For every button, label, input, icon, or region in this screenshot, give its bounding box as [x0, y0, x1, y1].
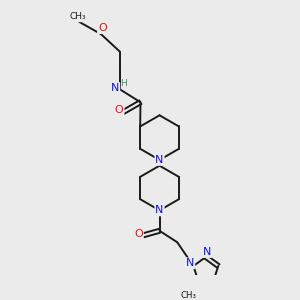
Text: H: H [120, 79, 127, 88]
Text: O: O [134, 229, 143, 238]
Text: N: N [155, 206, 164, 215]
Text: O: O [98, 23, 107, 33]
Text: CH₃: CH₃ [181, 291, 196, 300]
Text: N: N [203, 247, 212, 257]
Text: O: O [115, 105, 124, 116]
Text: N: N [155, 155, 164, 165]
Text: N: N [186, 258, 194, 268]
Text: CH₃: CH₃ [70, 12, 86, 21]
Text: N: N [111, 83, 119, 93]
